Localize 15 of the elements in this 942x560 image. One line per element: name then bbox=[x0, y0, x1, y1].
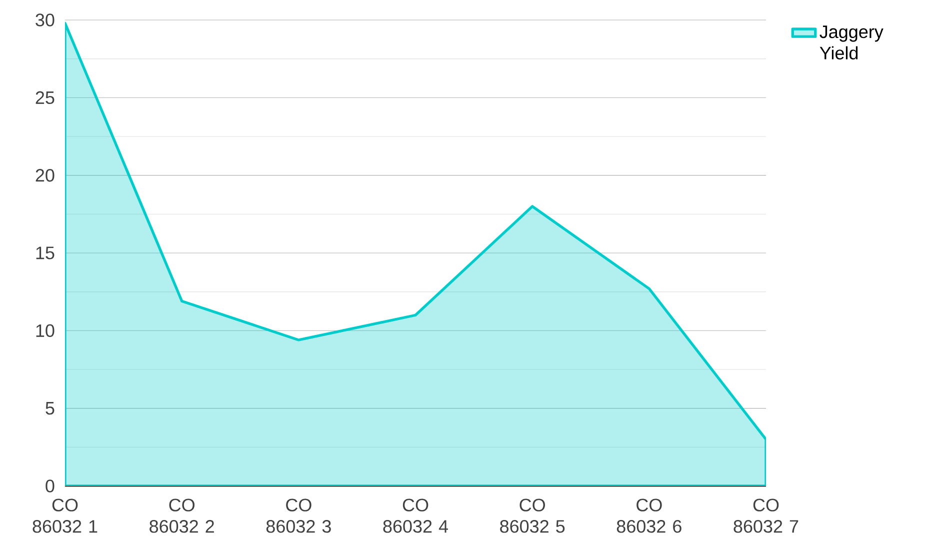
y-tick-label: 25 bbox=[36, 91, 54, 104]
y-tick-label: 30 bbox=[36, 14, 54, 26]
y-tick-label: 5 bbox=[46, 402, 54, 415]
legend-label: Jaggery Yield bbox=[820, 26, 884, 60]
x-tick-label: CO 86032 3 bbox=[266, 498, 331, 533]
x-tick-label: CO 86032 7 bbox=[734, 498, 798, 533]
x-tick-label: CO 86032 2 bbox=[150, 498, 214, 533]
x-tick-label: CO 86032 6 bbox=[616, 498, 682, 533]
y-tick-label: 10 bbox=[36, 324, 54, 338]
y-tick-label: 15 bbox=[36, 246, 54, 260]
y-tick-label: 0 bbox=[46, 480, 54, 492]
x-tick-label: CO 86032 5 bbox=[500, 498, 565, 533]
y-tick-label: 20 bbox=[36, 168, 54, 182]
x-tick-label: CO 86032 1 bbox=[32, 498, 98, 533]
x-tick-label: CO 86032 4 bbox=[383, 498, 448, 533]
